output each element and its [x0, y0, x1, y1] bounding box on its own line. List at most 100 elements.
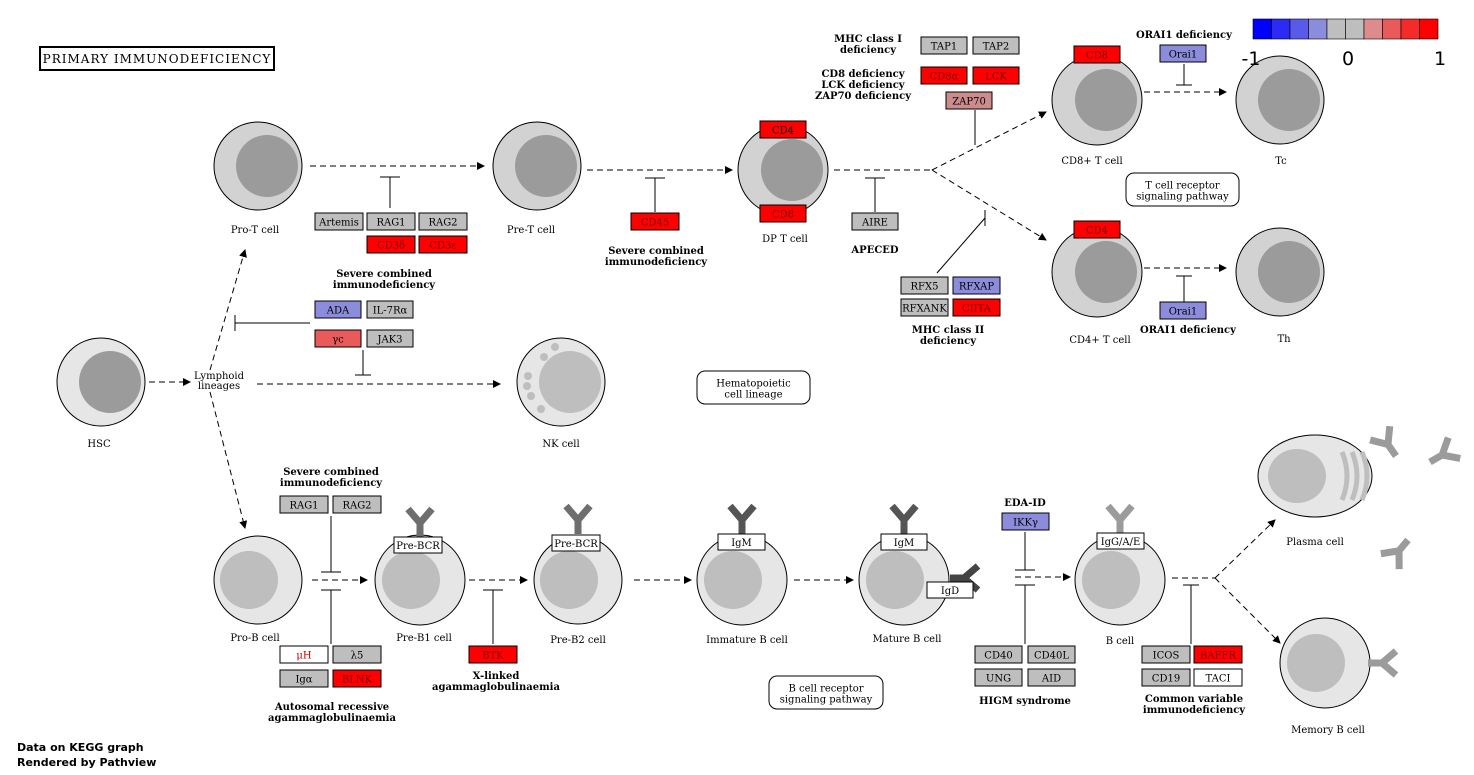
gene-cd4_dp[interactable]: CD4 [759, 120, 807, 139]
color-swatch [1419, 18, 1439, 40]
gene-rfxap[interactable]: RFXAP [952, 276, 1001, 295]
antibody-icon-plasma-2 [1428, 436, 1461, 466]
cell-label-plasma: Plasma cell [1286, 537, 1344, 548]
gene-ikky[interactable]: IKKγ [1001, 512, 1050, 531]
color-swatch [1345, 18, 1365, 40]
gene-label-icos: ICOS [1153, 651, 1180, 662]
gene-label-taci: TACI [1206, 674, 1231, 685]
pathway-link-tcr[interactable]: T cell receptor signaling pathway [1125, 172, 1240, 207]
gene-baffr[interactable]: BAFFR [1193, 645, 1243, 664]
gene-rag2_b[interactable]: RAG2 [332, 495, 382, 514]
cell-label-th: Th [1277, 334, 1291, 345]
gene-label-btk: BTK [482, 651, 504, 662]
gene-rag1_t[interactable]: RAG1 [366, 212, 416, 231]
gene-label-cd40l: CD40L [1034, 651, 1069, 662]
gene-aid[interactable]: AID [1027, 668, 1076, 687]
gene-label-cd8_top: CD8 [1086, 51, 1108, 62]
cell-tc [1235, 55, 1325, 145]
gene-label-rag2_b: RAG2 [342, 501, 371, 512]
color-swatch [1289, 18, 1309, 40]
gene-l5[interactable]: λ5 [332, 645, 382, 664]
gene-ada[interactable]: ADA [314, 300, 362, 319]
gene-aire[interactable]: AIRE [851, 212, 899, 231]
cell-label-hsc: HSC [87, 439, 111, 450]
gene-blnk[interactable]: BLNK [332, 669, 382, 688]
pathway-link-bcr[interactable]: B cell receptor signaling pathway [768, 675, 884, 710]
gene-tap1[interactable]: TAP1 [920, 36, 968, 55]
gene-orai1_mid[interactable]: Orai1 [1159, 301, 1207, 320]
gene-label-rag1_b: RAG1 [289, 501, 318, 512]
footer-data-source: Data on KEGG graph [17, 741, 144, 754]
footer-renderer: Rendered by Pathview [17, 756, 157, 769]
cell-label-cd8-t: CD8+ T cell [1061, 156, 1122, 167]
gene-cd4_mid[interactable]: CD4 [1073, 220, 1121, 239]
gene-cd19[interactable]: CD19 [1141, 668, 1191, 687]
gene-cd8a[interactable]: CD8α [920, 66, 968, 85]
gene-tap2[interactable]: TAP2 [972, 36, 1020, 55]
cell-plasma [1257, 434, 1373, 518]
pathway-link-bcr-label: B cell receptor signaling pathway [780, 684, 873, 706]
receptor-iggae-label: IgG/A/E [1101, 537, 1141, 548]
antibody-icon-immature-b [727, 503, 757, 534]
receptor-igd: IgD [926, 581, 974, 599]
gene-orai1_top[interactable]: Orai1 [1159, 44, 1207, 63]
gene-rfx5[interactable]: RFX5 [900, 276, 949, 295]
gene-lck[interactable]: LCK [972, 66, 1020, 85]
gene-taci[interactable]: TACI [1193, 668, 1243, 687]
cell-immature-b [696, 534, 788, 626]
gene-label-artemis: Artemis [318, 218, 359, 229]
color-legend-label: 1 [1434, 48, 1446, 70]
gene-label-tap2: TAP2 [983, 42, 1009, 53]
gene-label-cd19: CD19 [1152, 674, 1180, 685]
cell-label-dp-t: DP T cell [762, 234, 808, 245]
gene-label-rfx5: RFX5 [911, 282, 939, 293]
gene-uh[interactable]: μH [279, 645, 329, 664]
gene-icos[interactable]: ICOS [1141, 645, 1191, 664]
edge-to-memory [1214, 577, 1281, 644]
antibody-icon-pre-b2 [563, 503, 593, 534]
gene-ung[interactable]: UNG [974, 668, 1023, 687]
gene-label-ikky: IKKγ [1013, 518, 1038, 529]
gene-cd8_dp[interactable]: CD8 [759, 204, 807, 223]
edge-lymphoid-to-prot [209, 249, 247, 371]
pathway-link-hematopoietic[interactable]: Hematopoietic cell lineage [696, 370, 811, 405]
gene-rag2_t[interactable]: RAG2 [418, 212, 468, 231]
gene-btk[interactable]: BTK [468, 645, 518, 664]
cell-dp-t [737, 124, 829, 216]
gene-label-cd45: CD45 [641, 218, 669, 229]
gene-cd3d[interactable]: CD3δ [366, 235, 416, 254]
gene-cd45[interactable]: CD45 [630, 212, 680, 231]
gene-cd3e[interactable]: CD3ε [418, 235, 468, 254]
color-swatch [1363, 18, 1383, 40]
gene-gc[interactable]: γc [314, 329, 362, 348]
gene-rfxank[interactable]: RFXANK [900, 298, 949, 317]
gene-label-rfxank: RFXANK [902, 304, 947, 315]
antibody-icon-pre-b1 [405, 506, 435, 537]
disease-orai1-mid: ORAI1 deficiency [1140, 325, 1237, 336]
gene-artemis[interactable]: Artemis [314, 212, 364, 231]
edge-to-plasma [1214, 519, 1276, 579]
gene-cd8_top[interactable]: CD8 [1073, 45, 1121, 64]
cell-memory-b [1279, 617, 1371, 709]
receptor-igd-label: IgD [941, 586, 959, 597]
gene-iga[interactable]: Igα [279, 669, 329, 688]
gene-zap70[interactable]: ZAP70 [945, 91, 993, 110]
gene-label-jak3: JAK3 [376, 335, 402, 346]
cell-label-lymphoid: Lymphoid lineages [194, 371, 245, 392]
gene-ciita[interactable]: CIITA [952, 298, 1001, 317]
disease-cd8-lck-zap70: CD8 deficiency LCK deficiency ZAP70 defici… [815, 69, 912, 102]
disease-ar-agammaglobulinaemia: Autosomal recessive agammaglobulinaemia [268, 702, 396, 724]
gene-cd40l[interactable]: CD40L [1027, 645, 1076, 664]
disease-orai1-top: ORAI1 deficiency [1136, 30, 1233, 41]
antibody-icon-plasma-3 [1380, 537, 1411, 570]
gene-jak3[interactable]: JAK3 [366, 329, 414, 348]
gene-label-aire: AIRE [861, 218, 888, 229]
gene-label-cd40: CD40 [984, 651, 1012, 662]
gene-label-rag2_t: RAG2 [428, 218, 457, 229]
disease-scid-b: Severe combined immunodeficiency [280, 467, 383, 489]
disease-apeced: APECED [850, 245, 898, 256]
gene-il7ra[interactable]: IL-7Rα [366, 300, 414, 319]
gene-cd40[interactable]: CD40 [974, 645, 1023, 664]
disease-scid-top: Severe combined immunodeficiency [333, 269, 436, 291]
gene-rag1_b[interactable]: RAG1 [279, 495, 329, 514]
